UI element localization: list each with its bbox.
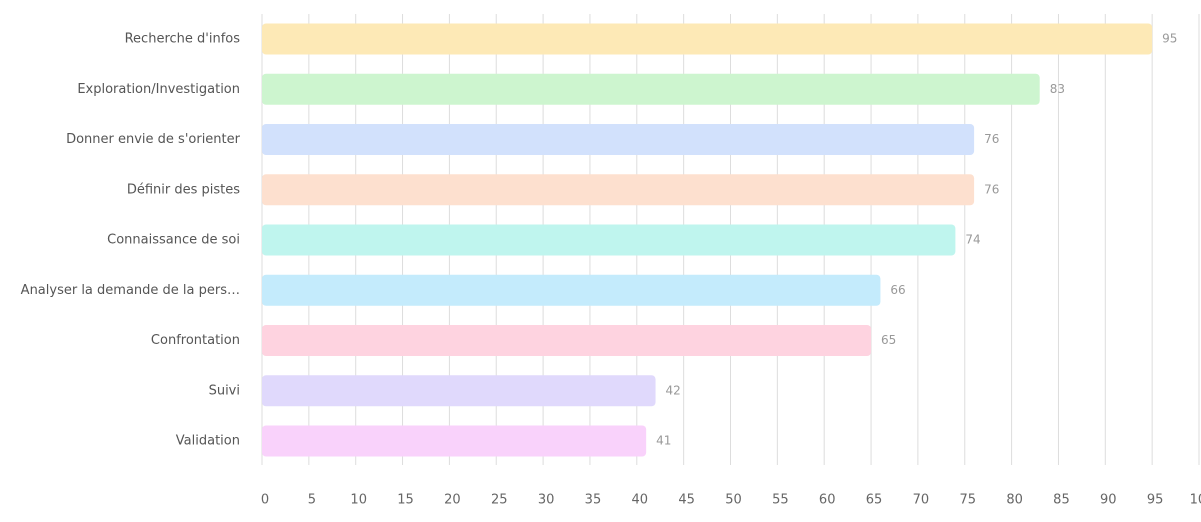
x-tick-label: 25 xyxy=(491,493,508,508)
x-tick-label: 75 xyxy=(959,493,976,508)
bar xyxy=(262,425,647,457)
x-tick-label: 10 xyxy=(350,493,367,508)
x-tick-label: 90 xyxy=(1100,493,1117,508)
value-label: 76 xyxy=(984,182,999,196)
x-tick-label: 60 xyxy=(819,493,836,508)
value-label: 66 xyxy=(890,283,905,297)
x-tick-label: 80 xyxy=(1006,493,1023,508)
x-tick-label: 5 xyxy=(308,493,316,508)
x-tick-label: 100 xyxy=(1190,493,1201,508)
bar xyxy=(262,174,975,206)
value-label: 95 xyxy=(1162,32,1177,46)
x-tick-label: 45 xyxy=(678,493,695,508)
y-tick-label: Suivi xyxy=(209,383,240,398)
bar xyxy=(262,375,656,407)
bar xyxy=(262,325,872,356)
value-label: 76 xyxy=(984,132,999,146)
x-tick-label: 20 xyxy=(444,493,461,508)
value-label: 83 xyxy=(1050,82,1065,96)
x-tick-label: 50 xyxy=(725,493,742,508)
y-tick-label: Donner envie de s'orienter xyxy=(66,132,241,147)
y-tick-label: Exploration/Investigation xyxy=(77,82,240,97)
bar xyxy=(262,73,1040,105)
y-tick-label: Définir des pistes xyxy=(127,182,240,197)
y-tick-label: Recherche d'infos xyxy=(125,32,241,47)
y-tick-label: Confrontation xyxy=(151,333,240,348)
value-label: 41 xyxy=(656,434,671,448)
y-tick-label: Validation xyxy=(176,434,240,449)
x-tick-label: 95 xyxy=(1147,493,1164,508)
y-tick-label: Connaissance de soi xyxy=(107,233,240,248)
x-tick-label: 85 xyxy=(1053,493,1070,508)
x-tick-label: 70 xyxy=(913,493,930,508)
value-label: 74 xyxy=(965,233,980,247)
x-tick-label: 35 xyxy=(585,493,602,508)
x-tick-label: 30 xyxy=(538,493,555,508)
x-tick-label: 15 xyxy=(397,493,414,508)
bar xyxy=(262,124,975,155)
y-tick-label: Analyser la demande de la pers… xyxy=(21,283,240,298)
bar xyxy=(262,274,881,306)
x-tick-label: 65 xyxy=(866,493,883,508)
x-tick-label: 0 xyxy=(261,493,269,508)
bar xyxy=(262,224,956,256)
x-tick-label: 55 xyxy=(772,493,789,508)
x-tick-label: 40 xyxy=(632,493,649,508)
value-label: 42 xyxy=(666,383,681,397)
value-label: 65 xyxy=(881,333,896,347)
bar xyxy=(262,23,1153,55)
